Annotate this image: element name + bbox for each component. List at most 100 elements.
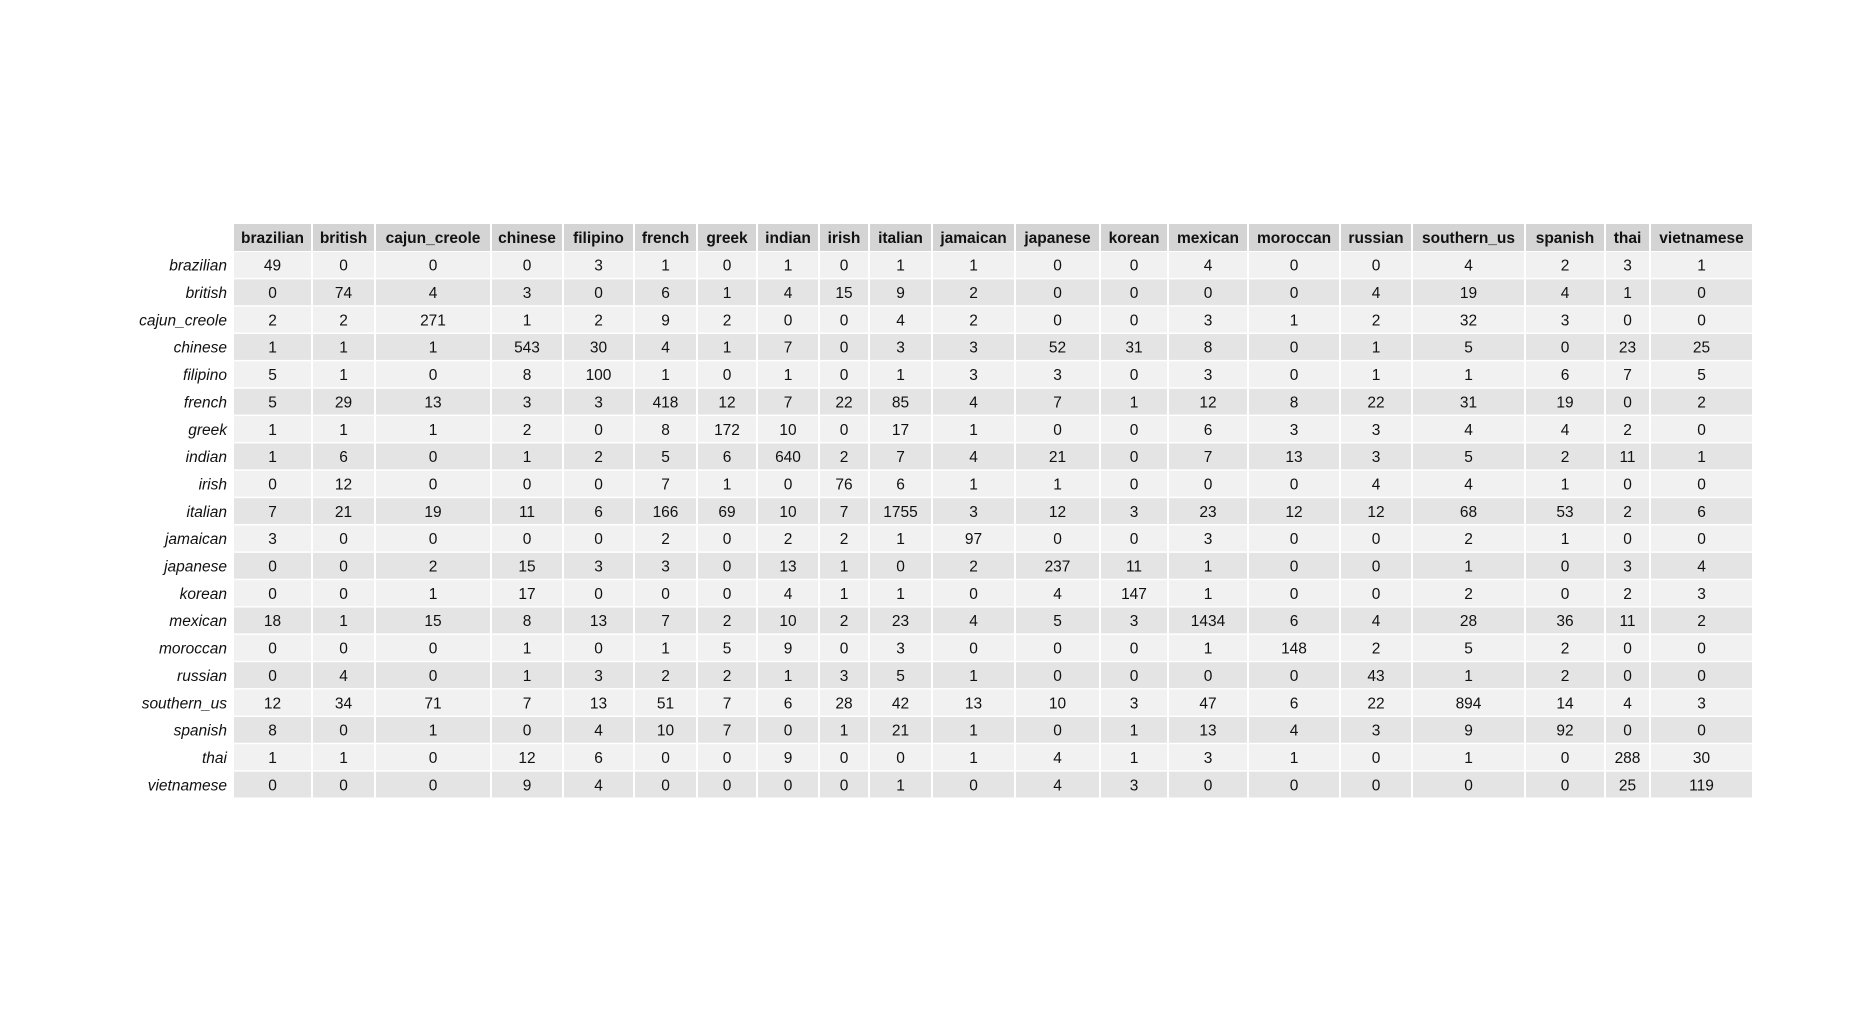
cell-background	[492, 334, 562, 360]
cell-background	[1413, 388, 1524, 415]
cell-background	[758, 689, 818, 716]
cell-background	[1101, 416, 1167, 442]
cell-background	[1526, 634, 1604, 661]
cell-background	[933, 771, 1014, 798]
cell-value-southern_us-southern_us: 894	[1456, 695, 1482, 712]
cell-background	[758, 388, 818, 415]
cell-background	[698, 662, 756, 689]
cell-value-thai-thai: 288	[1615, 750, 1641, 767]
column-header-cell-thai	[1606, 224, 1649, 251]
cell-value-italian-korean: 3	[1130, 504, 1139, 521]
column-header-cell-mexican	[1169, 224, 1247, 251]
cell-background	[313, 771, 374, 798]
cell-value-moroccan-irish: 0	[840, 641, 849, 658]
cell-value-vietnamese-greek: 0	[723, 777, 732, 794]
cell-background	[933, 662, 1014, 689]
row-header-british: british	[186, 285, 227, 302]
cell-value-thai-spanish: 0	[1561, 750, 1570, 767]
cell-value-thai-greek: 0	[723, 750, 732, 767]
cell-background	[1651, 552, 1752, 579]
cell-background	[1016, 552, 1099, 579]
cell-background	[1651, 361, 1752, 388]
cell-value-irish-mexican: 0	[1204, 476, 1213, 493]
cell-value-british-moroccan: 0	[1290, 285, 1299, 302]
cell-value-chinese-indian: 7	[784, 340, 793, 357]
cell-value-french-korean: 1	[1130, 394, 1139, 411]
cell-value-japanese-chinese: 15	[518, 559, 535, 576]
cell-value-russian-greek: 2	[723, 668, 732, 685]
cell-value-japanese-filipino: 3	[594, 559, 603, 576]
cell-value-russian-chinese: 1	[523, 668, 532, 685]
cell-value-japanese-indian: 13	[779, 559, 796, 576]
cell-background	[1606, 416, 1649, 442]
cell-background	[820, 334, 868, 360]
cell-background	[933, 634, 1014, 661]
cell-background	[933, 361, 1014, 388]
row-header-spanish: spanish	[174, 723, 227, 740]
cell-value-british-spanish: 4	[1561, 285, 1570, 302]
cell-value-greek-chinese: 2	[523, 422, 532, 439]
cell-value-chinese-mexican: 8	[1204, 340, 1213, 357]
cell-value-korean-spanish: 0	[1561, 586, 1570, 603]
column-header-cell-cajun_creole	[376, 224, 490, 251]
cell-value-irish-chinese: 0	[523, 476, 532, 493]
cell-background	[234, 361, 311, 388]
cell-background	[1341, 361, 1411, 388]
column-header-spanish: spanish	[1536, 230, 1595, 247]
cell-value-filipino-mexican: 3	[1204, 367, 1213, 384]
cell-background	[1016, 771, 1099, 798]
cell-background	[1413, 744, 1524, 771]
cell-background	[1341, 388, 1411, 415]
cell-background	[698, 634, 756, 661]
cell-background	[1169, 443, 1247, 470]
cell-background	[564, 498, 633, 524]
cell-background	[820, 279, 868, 306]
column-header-cell-brazilian	[234, 224, 311, 251]
cell-background	[1341, 306, 1411, 333]
cell-background	[1169, 279, 1247, 306]
column-header-southern_us: southern_us	[1422, 230, 1515, 247]
cell-background	[635, 716, 696, 743]
cell-background	[758, 416, 818, 442]
cell-value-greek-filipino: 0	[594, 422, 603, 439]
cell-value-french-indian: 7	[784, 394, 793, 411]
cell-background	[1101, 525, 1167, 552]
cell-value-chinese-brazilian: 1	[268, 340, 277, 357]
column-header-cell-british	[313, 224, 374, 251]
cell-value-russian-southern_us: 1	[1464, 668, 1473, 685]
cell-background	[758, 334, 818, 360]
cell-background	[376, 771, 490, 798]
cell-value-cajun_creole-moroccan: 1	[1290, 312, 1299, 329]
cell-background	[933, 388, 1014, 415]
column-header-cell-filipino	[564, 224, 633, 251]
cell-value-vietnamese-cajun_creole: 0	[429, 777, 438, 794]
cell-background	[313, 634, 374, 661]
cell-background	[758, 771, 818, 798]
cell-background	[1101, 689, 1167, 716]
cell-background	[870, 716, 931, 743]
cell-background	[564, 443, 633, 470]
cell-value-japanese-jamaican: 2	[969, 559, 978, 576]
cell-value-greek-brazilian: 1	[268, 422, 277, 439]
cell-background	[313, 716, 374, 743]
cell-value-brazilian-irish: 0	[840, 258, 849, 275]
cell-value-korean-southern_us: 2	[1464, 586, 1473, 603]
cell-background	[1016, 306, 1099, 333]
cell-background	[698, 771, 756, 798]
cell-value-brazilian-vietnamese: 1	[1697, 258, 1706, 275]
cell-background	[870, 443, 931, 470]
cell-background	[1249, 443, 1339, 470]
cell-background	[933, 498, 1014, 524]
row-header-irish: irish	[199, 476, 227, 493]
column-header-cell-southern_us	[1413, 224, 1524, 251]
cell-value-indian-greek: 6	[723, 449, 732, 466]
cell-value-japanese-italian: 0	[896, 559, 905, 576]
cell-value-korean-cajun_creole: 1	[429, 586, 438, 603]
cell-background	[1016, 334, 1099, 360]
cell-value-italian-russian: 12	[1367, 504, 1384, 521]
cell-background	[1101, 498, 1167, 524]
cell-background	[313, 252, 374, 278]
cell-value-southern_us-irish: 28	[835, 695, 852, 712]
cell-value-mexican-japanese: 5	[1053, 613, 1062, 630]
cell-background	[1016, 388, 1099, 415]
